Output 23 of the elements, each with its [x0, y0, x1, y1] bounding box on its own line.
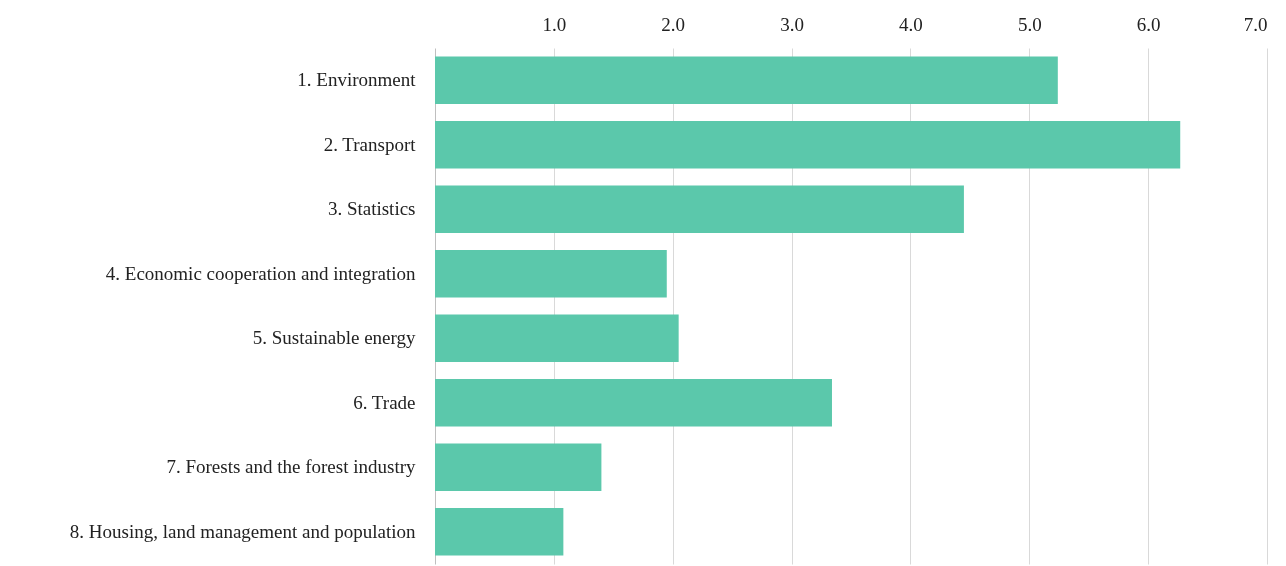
x-tick-label: 7.0 [1243, 13, 1268, 35]
x-tick-label: 5.0 [1017, 13, 1042, 35]
bar [435, 443, 602, 492]
y-tick-label: 6. Trade [353, 391, 416, 413]
bar [435, 378, 832, 427]
y-tick-label: 3. Statistics [327, 198, 416, 220]
y-tick-label: 8. Housing, land management and population [69, 520, 416, 542]
bar [435, 56, 1058, 105]
x-tick-label: 3.0 [780, 13, 804, 35]
y-tick-label: 2. Transport [323, 133, 417, 155]
x-tick-label: 2.0 [661, 13, 686, 35]
x-tick-label: 6.0 [1136, 13, 1161, 35]
bar [435, 120, 1181, 169]
y-tick-label: 7. Forests and the forest industry [166, 456, 416, 478]
x-tick-label: 1.0 [542, 13, 567, 35]
bar [435, 249, 667, 298]
bar [435, 507, 564, 556]
y-tick-label: 1. Environment [297, 69, 417, 91]
bar [435, 185, 964, 234]
x-tick-label: 4.0 [899, 13, 923, 35]
y-tick-label: 5. Sustainable energy [252, 327, 416, 349]
y-tick-label: 4. Economic cooperation and integration [105, 262, 416, 284]
bar [435, 314, 679, 363]
